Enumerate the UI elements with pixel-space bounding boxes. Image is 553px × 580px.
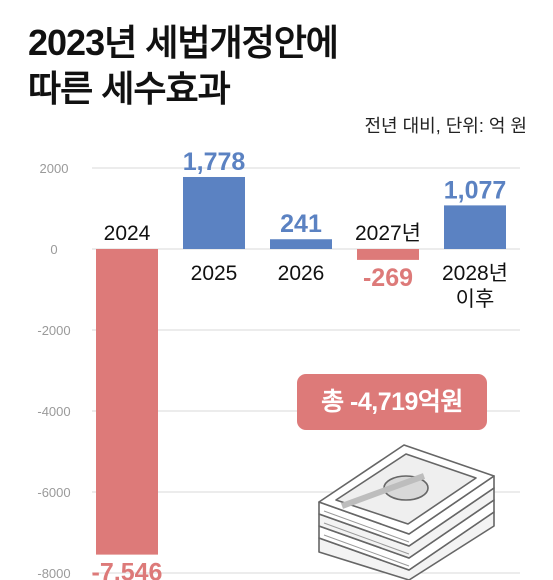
y-tick-label: -6000: [37, 485, 70, 500]
unit-note: 전년 대비, 단위: 억 원: [364, 116, 528, 136]
chart-title: 2023년 세법개정안에 따른 세수효과: [28, 20, 508, 112]
bar: [183, 176, 245, 249]
bar: [96, 249, 158, 555]
y-tick-label: -4000: [37, 404, 70, 419]
total-badge: 총 -4,719억원: [297, 374, 487, 430]
value-label: -269: [363, 264, 413, 292]
title-line-1: 2023년 세법개정안에: [28, 22, 339, 63]
category-label: 2027년: [355, 222, 421, 245]
y-tick-label: 0: [50, 242, 57, 257]
value-label: 241: [280, 210, 322, 238]
bar: [270, 239, 332, 249]
money-stack-icon: [318, 444, 495, 580]
bar: [357, 249, 419, 260]
bar: [444, 205, 506, 249]
category-label: 2028년: [442, 262, 508, 285]
y-tick-label: 2000: [40, 161, 69, 176]
category-label: 2025: [191, 262, 238, 285]
value-label: 1,077: [444, 176, 507, 204]
category-label: 2026: [278, 262, 325, 285]
category-label: 2024: [104, 222, 151, 245]
y-tick-label: -8000: [37, 566, 70, 580]
value-label: 1,778: [183, 148, 246, 176]
value-label: -7,546: [92, 559, 163, 580]
title-line-2: 따른 세수효과: [28, 68, 231, 109]
y-tick-label: -2000: [37, 323, 70, 338]
category-label: 이후: [456, 288, 495, 311]
